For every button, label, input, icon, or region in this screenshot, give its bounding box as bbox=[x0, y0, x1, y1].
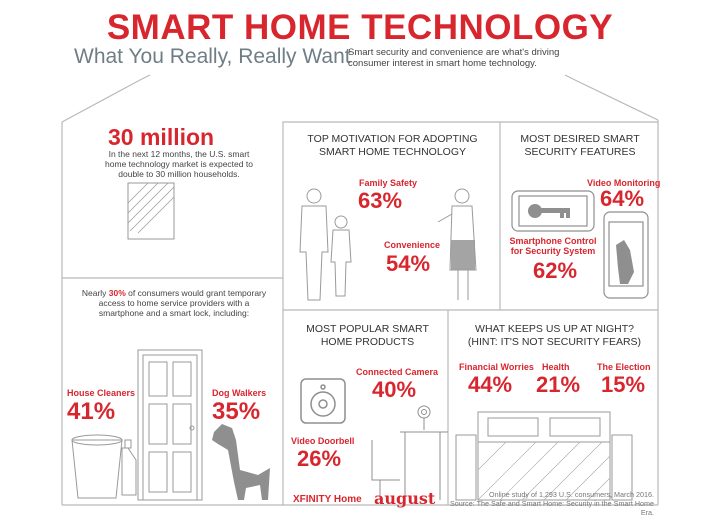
august-logo: august bbox=[374, 489, 436, 508]
doorbell-icon bbox=[300, 378, 346, 424]
header-blurb: Smart security and convenience are what'… bbox=[348, 47, 560, 69]
convenience-pct: 54% bbox=[386, 251, 431, 276]
security-heading: MOST DESIRED SMART SECURITY FEATURES bbox=[520, 133, 640, 158]
financial-pct: 44% bbox=[468, 372, 513, 397]
video-doorbell-label: Video Doorbell bbox=[291, 436, 355, 446]
motivation-heading: TOP MOTIVATION FOR ADOPTING SMART HOME TE… bbox=[307, 133, 478, 158]
connected-camera-pct: 40% bbox=[372, 377, 417, 402]
door-icon bbox=[137, 349, 203, 501]
phone-control-pct: 62% bbox=[533, 258, 578, 283]
phone-control-label: Smartphone Control for Security System bbox=[509, 236, 597, 256]
page-subtitle: What You Really, Really Want bbox=[74, 45, 351, 68]
family-icon bbox=[299, 188, 477, 301]
cleaning-bucket-icon bbox=[71, 434, 137, 499]
video-monitoring-label: Video Monitoring bbox=[587, 178, 661, 188]
election-pct: 15% bbox=[601, 372, 646, 397]
night-heading: WHAT KEEPS US UP AT NIGHT? (HINT: IT'S NO… bbox=[467, 323, 642, 348]
access-text: Nearly 30% of consumers would grant temp… bbox=[81, 288, 267, 318]
dog-walkers-label: Dog Walkers bbox=[212, 388, 267, 398]
family-safety-pct: 63% bbox=[358, 188, 403, 213]
connected-camera-label: Connected Camera bbox=[356, 367, 439, 377]
window-icon bbox=[127, 182, 175, 240]
page-title: SMART HOME TECHNOLOGY bbox=[106, 8, 614, 47]
camera-icon bbox=[371, 405, 448, 500]
video-monitoring-pct: 64% bbox=[600, 186, 645, 211]
phone-dog-icon bbox=[603, 211, 649, 299]
products-heading: MOST POPULAR SMART HOME PRODUCTS bbox=[306, 323, 429, 348]
dog-icon bbox=[212, 424, 270, 500]
phone-key-icon bbox=[511, 190, 595, 232]
health-label: Health bbox=[542, 362, 570, 372]
family-safety-label: Family Safety bbox=[359, 178, 418, 188]
market-text: In the next 12 months, the U.S. smart ho… bbox=[105, 149, 253, 179]
health-pct: 21% bbox=[536, 372, 581, 397]
video-doorbell-pct: 26% bbox=[297, 446, 342, 471]
convenience-label: Convenience bbox=[384, 240, 441, 250]
dog-walkers-pct: 35% bbox=[212, 398, 261, 425]
xfinity-logo: XFINITY Home bbox=[293, 494, 362, 505]
source-note: Online study of 1,293 U.S. consumers, Ma… bbox=[449, 490, 654, 517]
house-cleaners-pct: 41% bbox=[67, 398, 116, 425]
election-label: The Election bbox=[597, 362, 651, 372]
house-cleaners-label: House Cleaners bbox=[67, 388, 136, 398]
market-stat: 30 million bbox=[108, 124, 215, 150]
financial-label: Financial Worries bbox=[459, 362, 534, 372]
